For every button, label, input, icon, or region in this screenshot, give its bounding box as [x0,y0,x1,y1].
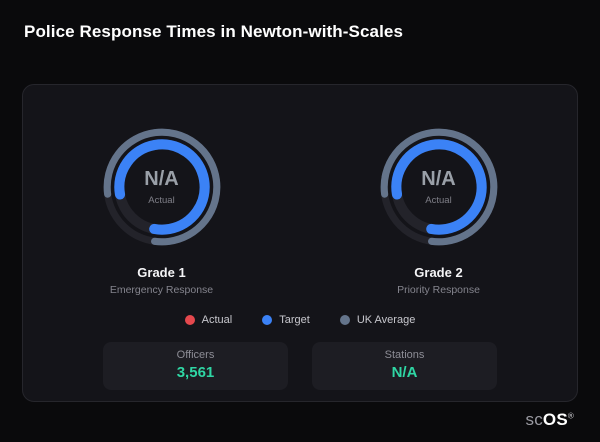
gauge-subtitle: Priority Response [397,284,480,296]
dashboard-card: N/A Actual Grade 1 Emergency Response N/… [22,84,578,402]
registered-mark-icon: ® [567,411,574,421]
gauge-center-grade-2: N/A Actual [373,121,505,253]
stat-label: Stations [384,349,425,361]
stat-stations: Stations N/A [312,342,497,390]
stat-value: 3,561 [176,364,215,381]
page-title: Police Response Times in Newton-with-Sca… [24,22,404,41]
gauge-value-label: Actual [425,195,452,206]
gauge-grade-2: N/A Actual Grade 2 Priority Response [300,121,577,296]
scos-logo: scOS® [526,410,574,430]
legend-item-actual[interactable]: Actual [184,314,233,326]
legend-label: Actual [201,314,233,326]
gauge-ring-grade-2: N/A Actual [373,121,505,253]
target-dot-icon [262,315,273,325]
legend-item-uk-average[interactable]: UK Average [339,314,416,326]
gauge-title: Grade 1 [137,265,186,280]
gauge-subtitle: Emergency Response [109,284,214,296]
gauge-svg-grade-2 [380,128,497,246]
stat-officers: Officers 3,561 [103,342,288,390]
uk-average-arc [103,128,220,246]
gauges-row: N/A Actual Grade 1 Emergency Response N/… [23,85,577,296]
gauge-ring-grade-1: N/A Actual [96,121,228,253]
gauge-title: Grade 2 [414,265,463,280]
chart-legend: Actual Target UK Average [23,314,577,326]
stat-label: Officers [176,349,215,361]
legend-label: UK Average [356,314,416,326]
gauge-grade-1: N/A Actual Grade 1 Emergency Response [23,121,300,296]
actual-dot-icon [184,315,195,325]
stats-row: Officers 3,561 Stations N/A [103,342,497,390]
legend-label: Target [279,314,310,326]
gauge-value: N/A [421,168,456,190]
target-arc [390,139,487,235]
target-arc [113,139,210,235]
gauge-value-label: Actual [148,195,175,206]
gauge-center-grade-1: N/A Actual [96,121,228,253]
gauge-value: N/A [144,168,179,190]
uk-average-arc [380,128,497,246]
uk-average-dot-icon [339,315,350,325]
stat-value: N/A [391,364,418,381]
legend-item-target[interactable]: Target [262,314,310,326]
gauge-svg-grade-1 [103,128,220,246]
